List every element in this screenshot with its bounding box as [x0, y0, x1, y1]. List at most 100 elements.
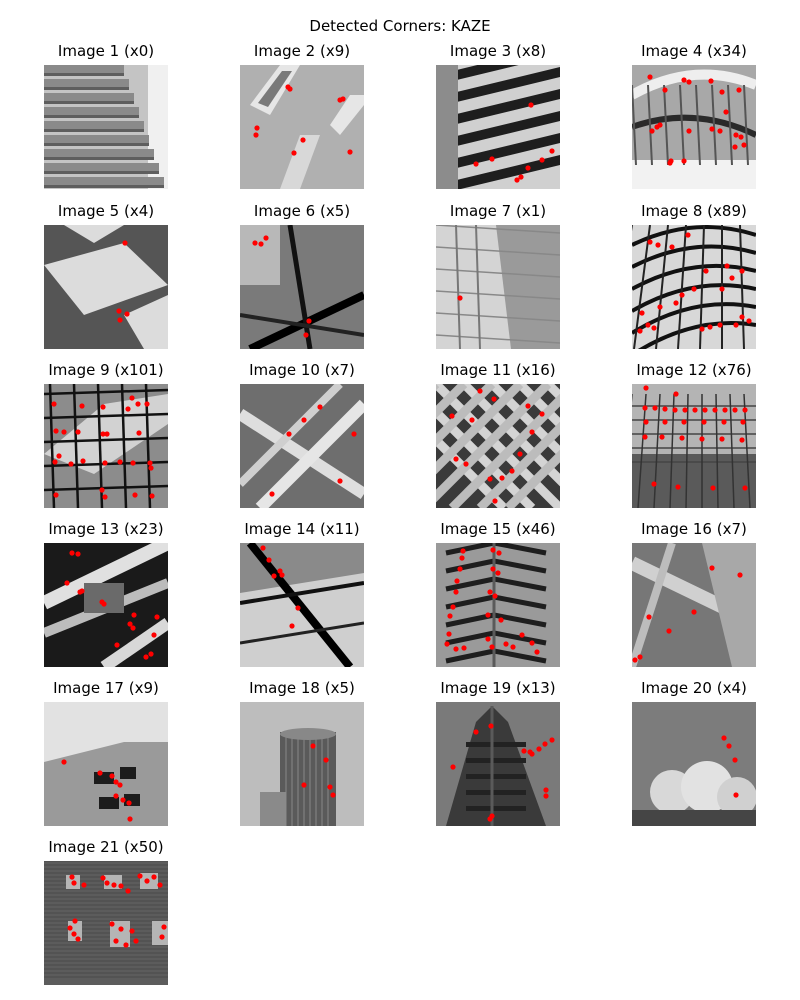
keypoint-marker — [717, 128, 723, 134]
keypoint-marker — [536, 746, 542, 752]
keypoint-marker — [672, 407, 678, 413]
image-thumbnail — [632, 702, 756, 826]
image-label: Image 12 (x76) — [636, 361, 752, 379]
keypoint-marker — [450, 764, 456, 770]
keypoint-marker — [117, 782, 123, 788]
keypoint-marker — [148, 465, 154, 471]
image-thumbnail — [240, 543, 364, 667]
image-thumbnail — [240, 225, 364, 349]
keypoint-marker — [301, 417, 307, 423]
keypoint-marker — [495, 570, 501, 576]
keypoint-marker — [719, 89, 725, 95]
keypoint-marker — [64, 580, 70, 586]
keypoint-marker — [337, 478, 343, 484]
keypoint-marker — [157, 882, 163, 888]
keypoint-marker — [61, 429, 67, 435]
keypoint-marker — [646, 614, 652, 620]
image-thumbnail — [436, 702, 560, 826]
keypoint-marker — [147, 460, 153, 466]
keypoint-marker — [742, 485, 748, 491]
keypoint-marker — [301, 782, 307, 788]
image-label: Image 14 (x11) — [244, 520, 360, 538]
keypoint-markers — [632, 565, 743, 663]
image-label: Image 13 (x23) — [48, 520, 164, 538]
keypoint-markers — [637, 232, 752, 334]
keypoint-marker — [721, 735, 727, 741]
keypoint-marker — [75, 429, 81, 435]
keypoint-marker — [327, 784, 333, 790]
keypoint-marker — [681, 158, 687, 164]
keypoint-marker — [154, 614, 160, 620]
keypoint-marker — [477, 388, 483, 394]
keypoint-marker — [726, 743, 732, 749]
keypoint-marker — [129, 928, 135, 934]
keypoint-marker — [135, 401, 141, 407]
keypoint-marker — [56, 453, 62, 459]
keypoint-marker — [151, 874, 157, 880]
keypoint-marker — [741, 142, 747, 148]
keypoint-marker — [637, 654, 643, 660]
keypoint-marker — [151, 632, 157, 638]
keypoint-marker — [490, 547, 496, 553]
image-label: Image 15 (x46) — [440, 520, 556, 538]
keypoint-markers — [252, 235, 312, 338]
keypoint-marker — [733, 132, 739, 138]
keypoint-marker — [686, 79, 692, 85]
keypoint-marker — [702, 407, 708, 413]
keypoint-marker — [100, 875, 106, 881]
keypoint-marker — [118, 883, 124, 889]
keypoint-marker — [252, 240, 258, 246]
keypoint-marker — [457, 566, 463, 572]
image-panel: Image 13 (x23) — [44, 520, 168, 667]
keypoint-marker — [733, 792, 739, 798]
keypoint-marker — [444, 641, 450, 647]
keypoint-marker — [131, 612, 137, 618]
keypoint-marker — [159, 934, 165, 940]
keypoint-marker — [137, 873, 143, 879]
keypoint-marker — [300, 137, 306, 143]
keypoint-marker — [487, 476, 493, 482]
image-thumbnail — [44, 861, 168, 985]
keypoint-marker — [459, 555, 465, 561]
keypoint-markers — [444, 547, 540, 655]
keypoint-markers — [64, 550, 160, 660]
keypoint-marker — [675, 484, 681, 490]
keypoint-marker — [75, 936, 81, 942]
image-label: Image 6 (x5) — [253, 202, 351, 220]
keypoint-marker — [266, 557, 272, 563]
keypoint-marker — [132, 492, 138, 498]
image-panel: Image 4 (x34) — [632, 42, 756, 189]
keypoint-marker — [724, 263, 730, 269]
keypoint-marker — [645, 322, 651, 328]
image-thumbnail — [632, 543, 756, 667]
keypoint-marker — [710, 485, 716, 491]
keypoint-marker — [71, 931, 77, 937]
keypoint-marker — [723, 109, 729, 115]
image-thumbnail — [44, 65, 168, 189]
keypoint-marker — [647, 74, 653, 80]
keypoint-marker — [732, 144, 738, 150]
keypoint-marker — [71, 880, 77, 886]
keypoint-marker — [136, 430, 142, 436]
keypoint-marker — [719, 286, 725, 292]
keypoint-marker — [652, 405, 658, 411]
keypoint-marker — [525, 403, 531, 409]
keypoint-marker — [643, 419, 649, 425]
keypoint-marker — [543, 787, 549, 793]
image-panel: Image 21 (x50) — [44, 838, 168, 985]
keypoint-marker — [117, 459, 123, 465]
keypoint-markers — [67, 873, 167, 948]
keypoint-marker — [739, 268, 745, 274]
keypoint-marker — [637, 328, 643, 334]
keypoint-marker — [643, 385, 649, 391]
image-label: Image 20 (x4) — [641, 679, 747, 697]
image-label: Image 2 (x9) — [253, 42, 351, 60]
keypoint-marker — [673, 391, 679, 397]
keypoint-marker — [489, 156, 495, 162]
image-thumbnail — [632, 384, 756, 508]
keypoint-marker — [117, 317, 123, 323]
keypoint-marker — [518, 174, 524, 180]
keypoint-marker — [649, 128, 655, 134]
keypoint-marker — [104, 880, 110, 886]
keypoint-marker — [681, 419, 687, 425]
